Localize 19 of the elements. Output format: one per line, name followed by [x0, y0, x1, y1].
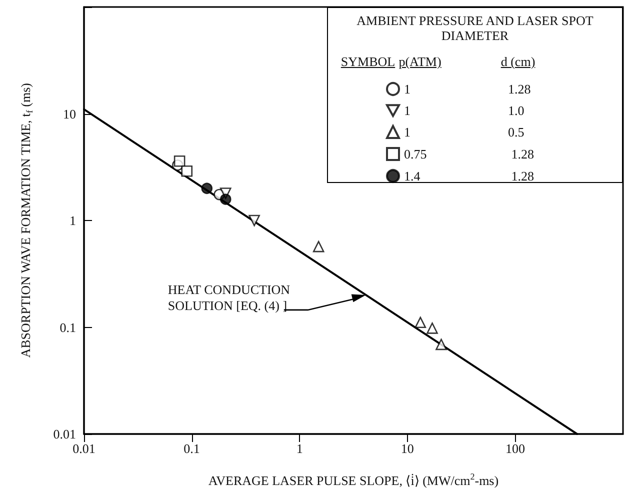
legend-label: 1 1.28 — [404, 82, 531, 96]
legend-label: 1.4 1.28 — [404, 168, 534, 184]
annotation: SYMBOL — [340, 54, 396, 70]
annotation: p(ATM) — [398, 54, 442, 70]
y-tick-label: 0.1 — [60, 320, 76, 335]
y-axis-title: ABSORPTION WAVE FORMATION TIME, tf (ms) — [18, 82, 34, 358]
legend-title: AMBIENT PRESSURE AND LASER SPOT DIAMETER — [356, 13, 594, 43]
legend-label: 0.75 1.28 — [404, 146, 534, 162]
y-tick-label: 10 — [63, 106, 76, 122]
x-tick-label: 10 — [400, 441, 414, 456]
annotation: d (cm) — [500, 54, 536, 70]
legend-label: 1 1.0 — [404, 103, 524, 118]
x-tick-label: 1 — [296, 441, 303, 456]
y-tick-label: 1 — [70, 213, 76, 228]
x-tick-label: 100 — [505, 441, 525, 456]
y-tick-label: 0.01 — [53, 426, 76, 442]
x-tick-label: 0.01 — [72, 441, 96, 456]
x-tick-label: 0.1 — [184, 441, 200, 456]
legend-label: 1 0.5 — [404, 124, 524, 140]
